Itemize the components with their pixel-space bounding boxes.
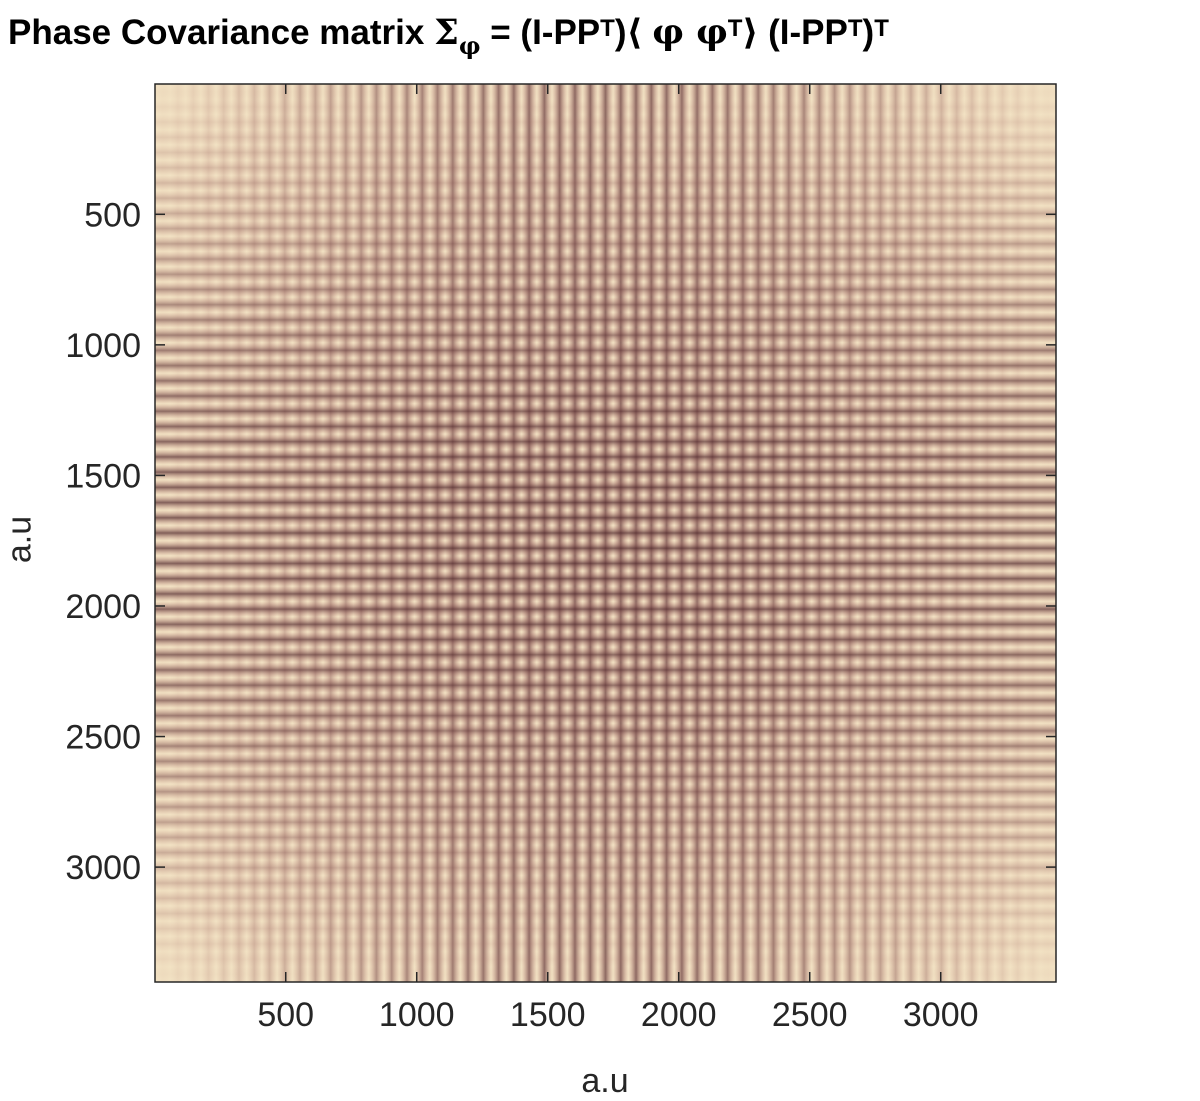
title-sup1: T <box>600 15 615 42</box>
title-bracket-open: )⟨ <box>614 13 653 52</box>
x-tick-label: 500 <box>257 996 314 1034</box>
y-tick-label: 2500 <box>65 719 141 757</box>
x-tick-label: 3000 <box>903 996 979 1034</box>
title-prefix: Phase Covariance matrix <box>8 13 435 52</box>
y-tick-label: 1500 <box>65 457 141 495</box>
heatmap-row-pattern <box>155 84 1056 982</box>
x-tick-label: 1000 <box>379 996 455 1034</box>
y-tick-label: 1000 <box>65 327 141 365</box>
axes-box <box>154 83 1057 983</box>
y-axis: 500 1000 1500 2000 2500 3000 <box>65 196 1056 887</box>
x-axis-label: a.u <box>581 1062 629 1100</box>
title-sup4: T <box>874 15 889 42</box>
title-phi2: φ <box>683 12 728 53</box>
title-eq1: = (I-PP <box>480 13 601 52</box>
x-tick-label: 2500 <box>772 996 848 1034</box>
x-tick-label: 2000 <box>641 996 717 1034</box>
y-axis-label: a.u <box>0 515 39 564</box>
y-tick-label: 3000 <box>65 849 141 887</box>
y-tick-label: 500 <box>84 196 141 234</box>
title-sigma: Σ <box>434 12 459 53</box>
title-sup3: T <box>847 15 863 42</box>
chart-title: Phase Covariance matrix Σφ = (I-PPT)⟨ φ … <box>8 2 1198 72</box>
title-sup2: T <box>727 15 743 42</box>
title-sigma-subscript: φ <box>458 31 481 60</box>
x-tick-label: 1500 <box>510 996 586 1034</box>
y-tick-label: 2000 <box>65 588 141 626</box>
title-phi1: φ <box>652 12 684 53</box>
x-axis: 500 1000 1500 2000 2500 3000 <box>257 84 979 1034</box>
title-bracket-close: ⟩ (I-PP <box>742 13 848 52</box>
title-close-paren: ) <box>862 13 875 52</box>
